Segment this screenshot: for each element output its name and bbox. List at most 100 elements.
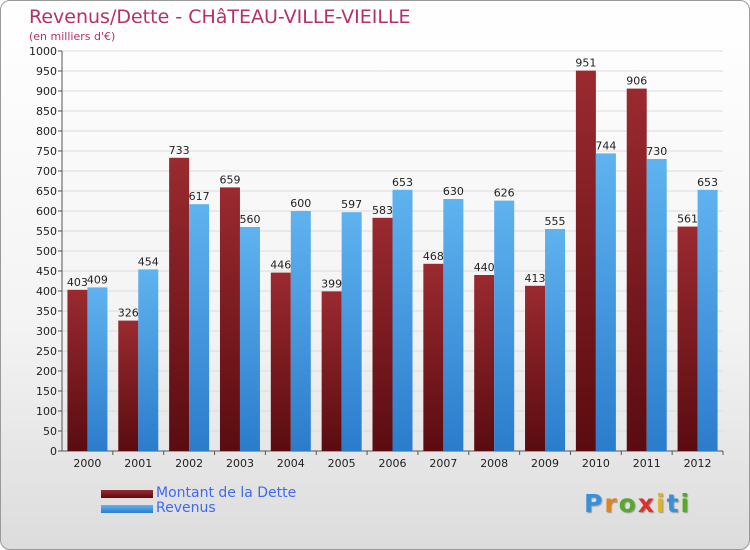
x-tick-label: 2007 [429, 457, 457, 470]
y-tick-label: 750 [36, 145, 57, 158]
data-label: 600 [290, 197, 311, 210]
data-label: 597 [341, 198, 362, 211]
blue-swatch-icon [101, 505, 153, 513]
y-tick-label: 250 [36, 345, 57, 358]
x-tick-label: 2005 [328, 457, 356, 470]
revenue-bar [189, 204, 210, 451]
debt-bar [270, 272, 291, 451]
y-tick-label: 650 [36, 185, 57, 198]
y-tick-label: 300 [36, 325, 57, 338]
revenue-bar [392, 189, 413, 452]
x-tick-label: 2004 [277, 457, 305, 470]
data-label: 399 [321, 277, 342, 290]
data-label: 730 [646, 145, 667, 158]
logo-letter: P [584, 489, 605, 518]
data-label: 446 [270, 259, 291, 272]
data-label: 653 [697, 176, 718, 189]
y-tick-label: 450 [36, 265, 57, 278]
logo-letter: i [680, 489, 692, 518]
x-tick-label: 2000 [73, 457, 101, 470]
x-tick-label: 2008 [480, 457, 508, 470]
y-tick-label: 800 [36, 125, 57, 138]
debt-bar [67, 289, 88, 451]
data-label: 626 [494, 187, 515, 200]
revenue-bar [545, 229, 566, 451]
y-tick-label: 0 [50, 445, 57, 458]
x-tick-label: 2003 [226, 457, 254, 470]
y-tick-label: 350 [36, 305, 57, 318]
data-label: 468 [423, 250, 444, 263]
data-label: 326 [118, 307, 139, 320]
proxiti-logo: Proxiti [584, 489, 691, 518]
y-tick-label: 850 [36, 105, 57, 118]
debt-bar [169, 157, 190, 452]
y-tick-label: 900 [36, 85, 57, 98]
legend-label-debt: Montant de la Dette [156, 485, 297, 501]
y-tick-label: 400 [36, 285, 57, 298]
y-tick-label: 600 [36, 205, 57, 218]
debt-bar [626, 88, 647, 451]
x-tick-label: 2010 [582, 457, 610, 470]
data-label: 413 [525, 272, 546, 285]
revenue-bar [239, 227, 260, 451]
data-label: 440 [474, 261, 495, 274]
y-tick-label: 100 [36, 405, 57, 418]
revenue-bar [494, 200, 515, 451]
x-tick-label: 2002 [175, 457, 203, 470]
legend-label-revenue: Revenus [156, 500, 216, 516]
data-label: 454 [138, 255, 159, 268]
data-label: 583 [372, 204, 393, 217]
y-tick-label: 150 [36, 385, 57, 398]
revenue-bar [290, 211, 311, 451]
data-label: 617 [189, 190, 210, 203]
y-tick-label: 700 [36, 165, 57, 178]
revenue-bar [443, 199, 464, 451]
revenue-bar [87, 287, 108, 451]
x-tick-label: 2011 [633, 457, 661, 470]
data-label: 555 [545, 215, 566, 228]
y-tick-label: 1000 [29, 45, 57, 58]
x-tick-label: 2006 [379, 457, 407, 470]
data-label: 653 [392, 176, 413, 189]
debt-bar [575, 70, 596, 451]
debt-bar [118, 320, 139, 451]
debt-bar [525, 285, 546, 451]
y-tick-label: 550 [36, 225, 57, 238]
bars [67, 70, 718, 452]
debt-bar [474, 275, 495, 451]
data-label: 951 [575, 57, 596, 70]
chart-title: Revenus/Dette - CHâTEAU-VILLE-VIEILLE [29, 6, 411, 28]
data-label: 403 [67, 276, 88, 289]
logo-letter: t [666, 489, 681, 518]
y-tick-label: 500 [36, 245, 57, 258]
logo-letter: x [637, 489, 656, 518]
x-tick-label: 2009 [531, 457, 559, 470]
axes: 0 50 100 150 200 250 300 350 400 450 500 550 600 650 7… [29, 45, 724, 470]
debt-bar [677, 226, 698, 451]
revenue-bar [138, 269, 159, 451]
data-label: 733 [169, 144, 190, 157]
debt-bar [423, 263, 444, 451]
logo-letter: r [604, 489, 619, 518]
data-label: 630 [443, 185, 464, 198]
revenue-bar [595, 153, 616, 451]
x-tick-label: 2012 [684, 457, 712, 470]
data-label: 906 [626, 75, 647, 88]
data-label: 560 [239, 213, 260, 226]
debt-bar [219, 187, 240, 451]
revenue-bar [646, 159, 667, 451]
y-tick-label: 50 [43, 425, 57, 438]
x-tick-label: 2001 [124, 457, 152, 470]
logo-letter: i [656, 489, 667, 518]
y-tick-label: 950 [36, 65, 57, 78]
labels: 403 409 326 454 733 617 659 560 446 600 399 597 583 6… [67, 57, 718, 320]
data-label: 659 [219, 173, 240, 186]
chart-subtitle: (en milliers d'€) [29, 30, 116, 43]
y-tick-label: 200 [36, 365, 57, 378]
data-label: 744 [595, 139, 616, 152]
data-label: 409 [87, 273, 108, 286]
logo-letter: o [618, 489, 638, 518]
debt-bar [321, 291, 342, 451]
